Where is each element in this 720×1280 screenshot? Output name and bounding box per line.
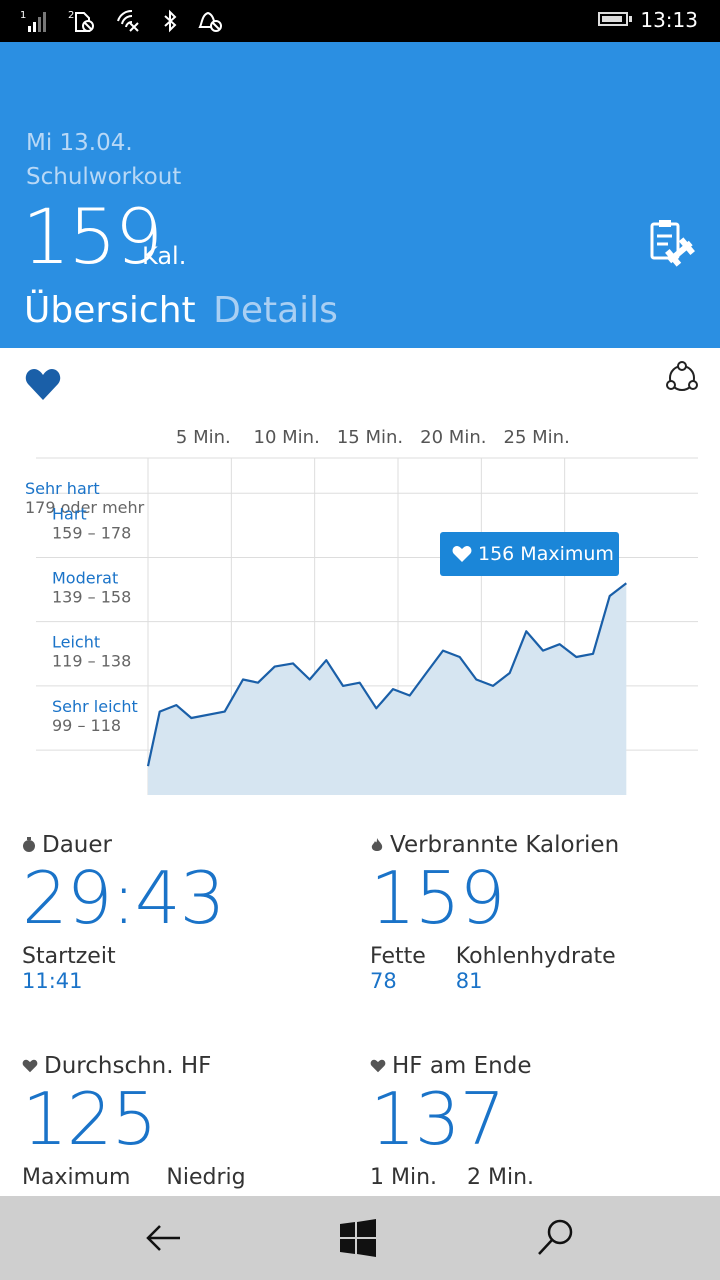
battery-icon [598,12,632,26]
x-tick-label: 20 Min. [420,427,486,448]
tab-details[interactable]: Details [213,290,338,331]
workout-header: Mi 13.04. Schulworkout 159 Kal. Übersich… [0,42,720,348]
calories-burned-label: Verbrannte Kalorien [390,832,620,858]
heart-rate-line [146,582,627,767]
calories-burned-stat: Verbrannte Kalorien 159 Fette 78 Kohlenh… [370,832,619,993]
zone-name-label: Leicht [52,633,100,652]
zone-name-label: Sehr leicht [52,697,138,716]
avg-heart-rate-stat: Durchschn. HF 125 Maximum Niedrig [22,1053,246,1190]
heart-rate-area [148,583,627,795]
calories-unit: Kal. [142,242,187,270]
avg-heart-rate-label: Durchschn. HF [44,1053,212,1079]
fat-label: Fette [370,944,426,969]
flame-icon [371,838,383,851]
start-time-label: Startzeit [22,944,116,969]
small-heart-icon [370,1059,386,1073]
carbs-label: Kohlenhydrate [455,944,616,969]
status-icons: 1 2 [20,4,224,38]
x-tick-label: 15 Min. [337,427,403,448]
duration-label: Dauer [42,832,112,858]
avg-heart-rate-value: 125 [22,1077,157,1161]
sim2-no-signal-icon: 2 [68,10,94,32]
zone-range-label: 159 – 178 [52,523,131,542]
x-tick-label: 10 Min. [254,427,320,448]
one-min-label: 1 Min. [370,1165,438,1190]
signal-strength-icon: 1 [20,10,46,32]
end-heart-rate-label: HF am Ende [392,1053,532,1079]
stopwatch-icon [23,837,35,852]
search-icon[interactable] [534,1216,578,1260]
start-time-value: 11:41 [22,969,83,993]
zone-range-label: 139 – 158 [52,587,131,606]
wifi-icon [117,10,139,32]
x-tick-label: 5 Min. [176,427,231,448]
tab-overview[interactable]: Übersicht [24,290,196,331]
heart-rate-chart: 5 Min. 10 Min. 15 Min. 20 Min. 25 Min. Sehr h… [0,410,720,805]
heart-rate-icon [25,369,61,400]
zone-name-label: Sehr hart [25,479,100,498]
x-tick-label: 25 Min. [504,427,570,448]
zone-range-label: 179 oder mehr [25,498,145,517]
end-heart-rate-value: 137 [370,1077,505,1161]
share-icon[interactable] [664,360,700,396]
small-heart-icon [22,1059,38,1073]
back-arrow-icon[interactable] [142,1216,186,1260]
zone-name-label: Moderat [52,568,118,587]
windows-start-icon[interactable] [336,1216,380,1260]
bluetooth-icon [164,9,177,33]
heart-rate-chart-svg: 5 Min. 10 Min. 15 Min. 20 Min. 25 Min. Sehr h… [25,427,698,795]
fat-value: 78 [370,969,397,993]
max-heart-rate-tooltip: 156 Maximum [440,532,619,576]
navigation-bar [0,1196,720,1280]
end-heart-rate-stat: HF am Ende 137 1 Min. 2 Min. [370,1053,534,1190]
low-hr-label: Niedrig [166,1165,246,1190]
guided-workout-icon[interactable] [646,218,696,268]
zone-range-label: 99 – 118 [52,716,121,735]
calories-burned-value: 159 [370,856,505,940]
two-min-label: 2 Min. [467,1165,535,1190]
workout-name: Schulworkout [26,164,182,190]
zone-range-label: 119 – 138 [52,652,131,671]
carbs-value: 81 [455,969,483,993]
duration-stat: Dauer 29:43 Startzeit 11:41 [22,832,225,993]
tooltip-heart-icon [452,546,472,562]
calories-value: 159 [22,192,163,281]
tab-bar: Übersicht Details [24,290,338,331]
status-bar: 1 2 13:13 [0,0,720,42]
workout-date: Mi 13.04. [26,130,133,156]
quiet-hours-icon [198,11,222,32]
max-heart-rate-label: 156 Maximum [478,543,614,565]
zone-name-label: Hart [52,504,87,523]
duration-value: 29:43 [22,856,225,940]
sim1-label: 1 [20,10,26,21]
sim2-label: 2 [68,10,74,21]
max-hr-label: Maximum [22,1165,131,1190]
status-time: 13:13 [640,8,698,32]
